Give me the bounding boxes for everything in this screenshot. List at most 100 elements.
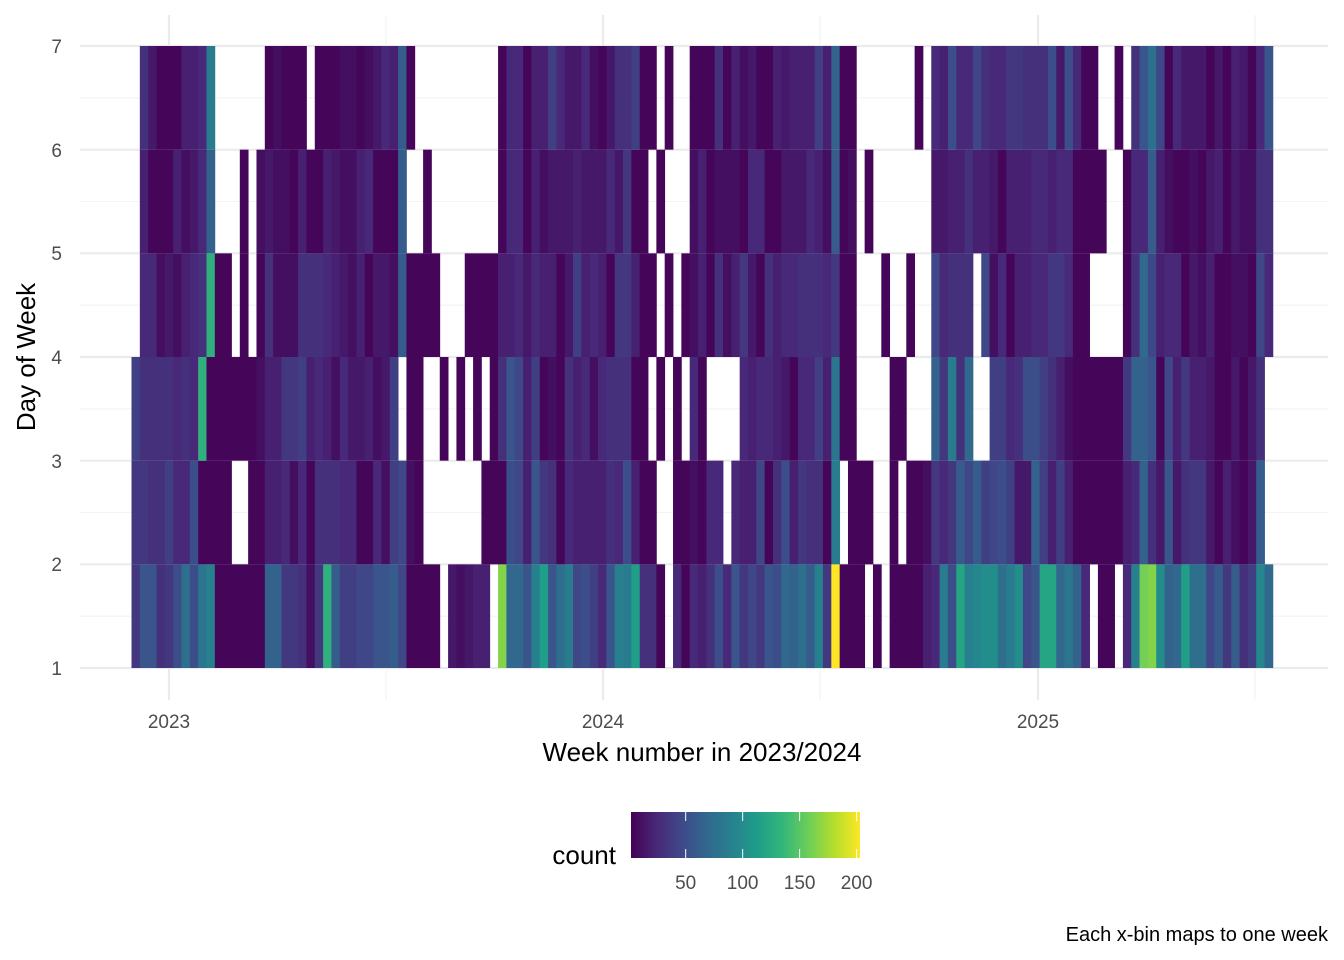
heatmap-tile — [373, 253, 382, 357]
heatmap-tile — [889, 564, 899, 668]
heatmap-tile — [831, 564, 841, 668]
heatmap-tile — [681, 564, 691, 668]
heatmap-tile — [773, 564, 782, 668]
legend-tick-label: 50 — [675, 873, 696, 894]
heatmap-tile — [223, 460, 232, 565]
heatmap-tile — [406, 564, 416, 668]
heatmap-tile — [673, 564, 682, 668]
heatmap-tile — [1006, 46, 1015, 150]
heatmap-tile — [689, 149, 699, 254]
heatmap-tile — [1214, 253, 1224, 357]
heatmap-tile — [1147, 564, 1157, 668]
heatmap-tile — [981, 46, 990, 150]
heatmap-tile — [781, 564, 791, 668]
heatmap-tile — [964, 46, 974, 150]
heatmap-tile — [289, 460, 299, 565]
heatmap-tile — [248, 357, 257, 461]
heatmap-tiles — [131, 46, 1274, 668]
heatmap-tile — [689, 564, 699, 668]
heatmap-tile — [164, 253, 174, 357]
heatmap-tile — [314, 149, 324, 254]
heatmap-tile — [698, 357, 707, 461]
heatmap-tile — [1181, 357, 1190, 461]
heatmap-tile — [972, 46, 982, 150]
heatmap-tile — [623, 46, 632, 150]
heatmap-tile — [564, 460, 574, 565]
heatmap-tile — [514, 253, 524, 357]
heatmap-tile — [156, 149, 166, 254]
heatmap-tile — [498, 357, 507, 461]
heatmap-tile — [198, 460, 207, 565]
heatmap-tile — [189, 46, 199, 150]
heatmap-tile — [689, 460, 699, 565]
heatmap-tile — [822, 46, 832, 150]
heatmap-tile — [947, 46, 957, 150]
heatmap-tile — [739, 564, 749, 668]
heatmap-tile — [1172, 46, 1182, 150]
heatmap-tile — [931, 564, 941, 668]
heatmap-tile — [539, 357, 549, 461]
heatmap-tile — [298, 357, 307, 461]
heatmap-tile — [489, 253, 499, 357]
heatmap-tile — [1181, 460, 1190, 565]
heatmap-tile — [1206, 357, 1215, 461]
heatmap-tile — [731, 46, 741, 150]
heatmap-tile — [639, 357, 649, 461]
heatmap-tile — [148, 253, 157, 357]
heatmap-tile — [531, 460, 541, 565]
heatmap-tile — [156, 564, 166, 668]
heatmap-tile — [1239, 460, 1249, 565]
heatmap-tile — [289, 149, 299, 254]
heatmap-tile — [556, 46, 566, 150]
y-tick-label: 3 — [51, 452, 62, 473]
heatmap-tile — [189, 460, 199, 565]
heatmap-tile — [331, 149, 341, 254]
heatmap-tile — [1214, 357, 1224, 461]
x-tick-label: 2025 — [1017, 712, 1059, 733]
heatmap-tile — [1047, 46, 1057, 150]
heatmap-tile — [556, 357, 566, 461]
heatmap-tile — [473, 253, 482, 357]
heatmap-tile — [606, 460, 616, 565]
heatmap-tile — [839, 564, 849, 668]
heatmap-tile — [698, 253, 707, 357]
heatmap-tile — [806, 564, 816, 668]
heatmap-tile — [1239, 253, 1249, 357]
heatmap-tile — [306, 460, 316, 565]
heatmap-tile — [498, 253, 507, 357]
heatmap-tile — [173, 46, 182, 150]
heatmap-tile — [264, 149, 274, 254]
heatmap-tile — [1047, 460, 1057, 565]
heatmap-tile — [1106, 564, 1115, 668]
heatmap-tile — [514, 357, 524, 461]
heatmap-tile — [764, 149, 774, 254]
heatmap-tile — [789, 253, 799, 357]
heatmap-tile — [331, 564, 341, 668]
heatmap-tile — [1222, 564, 1232, 668]
heatmap-tile — [339, 564, 349, 668]
heatmap-tile — [773, 149, 782, 254]
heatmap-tile — [306, 253, 316, 357]
heatmap-tile — [1039, 564, 1049, 668]
heatmap-tile — [389, 149, 399, 254]
heatmap-tile — [764, 357, 774, 461]
heatmap-tile — [1239, 564, 1249, 668]
heatmap-tile — [1114, 460, 1124, 565]
heatmap-tile — [1031, 46, 1040, 150]
heatmap-tile — [723, 149, 732, 254]
heatmap-tile — [997, 357, 1007, 461]
heatmap-tile — [631, 357, 641, 461]
heatmap-tile — [989, 460, 999, 565]
heatmap-tile — [714, 564, 724, 668]
heatmap-tile — [598, 149, 607, 254]
heatmap-tile — [997, 46, 1007, 150]
heatmap-tile — [281, 149, 291, 254]
heatmap-tile — [906, 253, 916, 357]
heatmap-tile — [1039, 46, 1049, 150]
x-axis: 2023 2024 2025 Week number in 2023/2024 — [148, 712, 1059, 767]
heatmap-tile — [539, 460, 549, 565]
heatmap-tile — [381, 564, 391, 668]
heatmap-tile — [648, 253, 657, 357]
y-axis: 1 2 3 4 5 6 7 Day of Week — [11, 37, 62, 680]
heatmap-tile — [614, 564, 624, 668]
